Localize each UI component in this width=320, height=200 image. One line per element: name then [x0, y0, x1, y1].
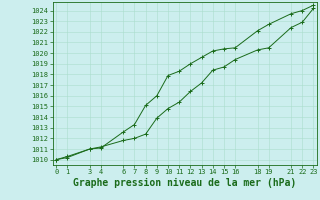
X-axis label: Graphe pression niveau de la mer (hPa): Graphe pression niveau de la mer (hPa): [73, 178, 296, 188]
